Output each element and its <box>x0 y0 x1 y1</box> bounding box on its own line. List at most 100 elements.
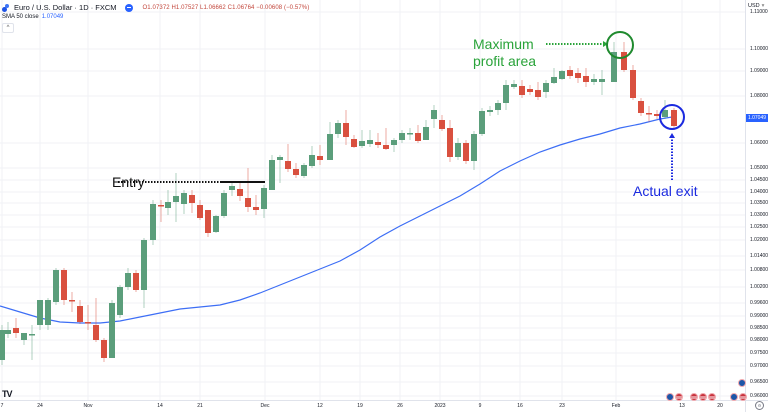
candle-body <box>309 155 315 166</box>
price-tick-label: 0.97500 <box>750 350 768 356</box>
price-tick-label: 0.98000 <box>750 337 768 343</box>
price-tick-label: 1.01400 <box>750 253 768 259</box>
candle-body <box>29 334 35 336</box>
candle-body <box>301 165 307 176</box>
candle-body <box>61 270 67 300</box>
candle-body <box>495 103 501 110</box>
gear-icon[interactable]: ⚙ <box>755 401 764 410</box>
time-tick-label: 2023 <box>434 403 446 409</box>
candle-body <box>221 193 227 216</box>
time-tick-label: 21 <box>197 403 203 409</box>
candle-body <box>415 133 421 141</box>
candle-body <box>535 90 541 97</box>
candle-body <box>463 143 469 161</box>
us-flag-icon[interactable] <box>739 393 747 401</box>
candle-body <box>261 188 267 209</box>
market-status-icon[interactable] <box>124 3 133 12</box>
tradingview-logo[interactable]: TV <box>2 389 12 399</box>
candle-body <box>37 300 43 325</box>
time-tick-label: 19 <box>357 403 363 409</box>
candle-body <box>77 306 83 322</box>
eu-flag-icon[interactable] <box>738 379 746 387</box>
candle-body <box>141 240 147 290</box>
candle-body <box>646 113 652 115</box>
time-tick-label: 20 <box>717 403 723 409</box>
symbol-title[interactable]: Euro / U.S. Dollar · 1D · FXCM <box>14 3 117 12</box>
candle-body <box>277 157 283 160</box>
candle-body <box>93 325 99 340</box>
candle-body <box>245 198 251 207</box>
candle-body <box>638 101 644 113</box>
us-flag-icon[interactable] <box>690 393 698 401</box>
price-tick-label: 0.98500 <box>750 325 768 331</box>
price-tick-label: 1.10000 <box>750 46 768 52</box>
candle-body <box>285 161 291 169</box>
candle-body <box>85 322 91 324</box>
candle-body <box>335 123 341 134</box>
time-tick-label: 14 <box>157 403 163 409</box>
candle-body <box>654 114 660 116</box>
candle-body <box>0 330 5 360</box>
candle-body <box>455 143 461 157</box>
currency-label: USD <box>748 3 760 9</box>
chevron-down-icon: ▾ <box>761 3 765 9</box>
candle-body <box>551 77 557 83</box>
price-tick-label: 1.02000 <box>750 237 768 243</box>
candle-body <box>671 110 677 126</box>
price-tick-label: 1.02500 <box>750 224 768 230</box>
candle-body <box>662 110 668 117</box>
eu-flag-icon[interactable] <box>666 393 674 401</box>
price-tick-label: 1.08000 <box>750 93 768 99</box>
candle-body <box>293 169 299 175</box>
candle-body <box>527 89 533 92</box>
candle-body <box>591 79 597 82</box>
price-tick-label: 0.97000 <box>750 363 768 369</box>
candle-body <box>383 145 389 149</box>
candle-body <box>173 196 179 202</box>
price-tick-label: 1.09000 <box>750 68 768 74</box>
sma-legend[interactable]: SMA 50 close 1.07049 <box>2 14 63 20</box>
candle-body <box>511 84 517 87</box>
candle-body <box>399 133 405 140</box>
us-flag-icon[interactable] <box>675 393 683 401</box>
candle-body <box>391 140 397 145</box>
candle-body <box>69 300 75 302</box>
candle-body <box>101 340 107 358</box>
candle-body <box>351 139 357 147</box>
us-flag-icon[interactable] <box>699 393 707 401</box>
candle-body <box>543 83 549 92</box>
candle-body <box>189 195 195 203</box>
price-tick-label: 0.96500 <box>750 379 768 385</box>
price-tick-label: 1.03000 <box>750 212 768 218</box>
time-tick-label: Dec <box>260 403 270 409</box>
candle-body <box>237 189 243 196</box>
price-tick-label: 0.99600 <box>750 300 768 306</box>
maximum-profit-annotation: Maximum profit area <box>473 36 536 70</box>
sma-line <box>0 116 673 324</box>
currency-selector[interactable]: USD ▾ <box>748 3 764 9</box>
collapse-legend-button[interactable]: ^ <box>2 23 14 33</box>
time-tick-label: 23 <box>559 403 565 409</box>
maximum-label: Maximum <box>473 36 534 52</box>
candle-body <box>559 71 565 79</box>
current-price-tag: 1.07049 <box>746 114 768 122</box>
candle-body <box>621 52 627 70</box>
arrow-right-icon <box>603 41 608 47</box>
candle-body <box>599 79 605 82</box>
price-tick-label: 1.11000 <box>750 9 768 15</box>
us-flag-icon[interactable] <box>708 393 716 401</box>
candle-body <box>367 140 373 144</box>
profit-area-label: profit area <box>473 53 537 69</box>
eu-flag-icon[interactable] <box>730 393 738 401</box>
price-tick-label: 1.06000 <box>750 140 768 146</box>
price-tick-label: 1.03500 <box>750 200 768 206</box>
candle-body <box>423 127 429 140</box>
candle-body <box>317 156 323 160</box>
price-tick-label: 1.04500 <box>750 177 768 183</box>
price-tick-label: 1.00200 <box>750 284 768 290</box>
time-tick-label: 24 <box>37 403 43 409</box>
candle-body <box>583 76 589 82</box>
candle-body <box>479 111 485 134</box>
candle-body <box>45 300 51 325</box>
